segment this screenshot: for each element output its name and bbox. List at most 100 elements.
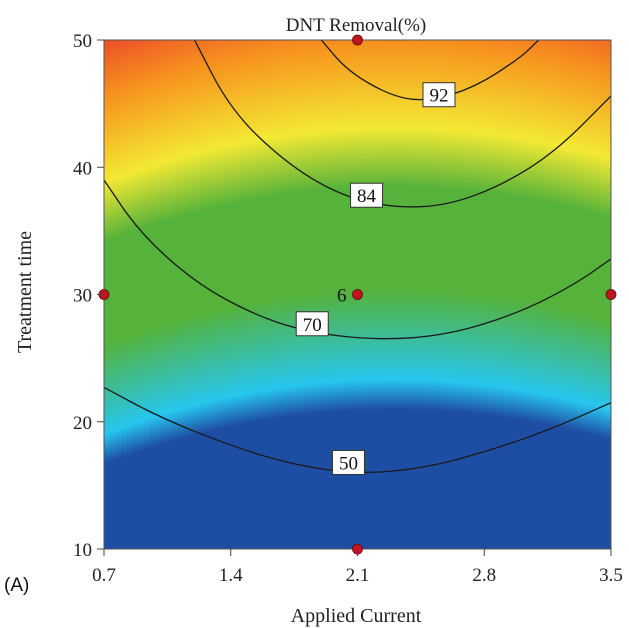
color-strip: [396, 40, 404, 549]
color-strip: [380, 40, 387, 549]
y-tick-label: 20: [73, 413, 92, 434]
contour-line-50: [104, 386, 611, 473]
contour-label-70: 70: [303, 315, 322, 336]
color-strip: [554, 40, 562, 549]
x-tick-label: 2.8: [472, 565, 496, 586]
contour-label-50: 50: [339, 453, 358, 474]
color-strip: [301, 40, 308, 549]
color-strip: [599, 40, 607, 549]
color-strip: [323, 40, 331, 549]
color-strip: [571, 40, 578, 549]
color-strip: [137, 40, 145, 549]
color-strip: [211, 40, 218, 549]
color-strip: [104, 40, 111, 549]
color-strip: [503, 40, 511, 549]
color-strip: [126, 40, 133, 549]
color-strip: [278, 40, 286, 549]
color-strip: [256, 40, 263, 549]
color-strip: [261, 40, 269, 549]
color-strip: [515, 40, 522, 549]
color-strip: [120, 40, 128, 549]
color-strip: [143, 40, 150, 549]
color-strip: [481, 40, 488, 549]
color-strip: [368, 40, 376, 549]
color-strip: [363, 40, 370, 549]
contour-label-box: [331, 449, 365, 475]
color-strip: [194, 40, 201, 549]
color-strip: [165, 40, 173, 549]
color-strip: [205, 40, 212, 549]
color-strip: [577, 40, 584, 549]
design-point: [605, 289, 617, 300]
color-strip: [284, 40, 291, 549]
color-strip: [520, 40, 528, 549]
design-point: [352, 289, 363, 300]
x-tick-label: 1.4: [219, 565, 243, 586]
color-strip: [222, 40, 229, 549]
color-strip: [430, 40, 438, 549]
color-strip: [160, 40, 167, 549]
color-strip: [532, 40, 539, 549]
chart-title: DNT Removal(%): [286, 15, 427, 36]
x-tick-label: 2.1: [346, 565, 370, 586]
x-tick-label: 3.5: [599, 565, 623, 586]
color-strip: [177, 40, 184, 549]
color-strip: [239, 40, 246, 549]
color-strip: [244, 40, 252, 549]
contour-label-box: [295, 311, 329, 337]
contour-label-box: [350, 182, 384, 208]
color-strip: [216, 40, 224, 549]
design-point-label: 6: [337, 286, 347, 307]
color-strip: [346, 40, 353, 549]
color-strip: [543, 40, 550, 549]
color-strip: [250, 40, 257, 549]
color-strip: [537, 40, 545, 549]
color-strip: [171, 40, 179, 549]
color-strip: [470, 40, 477, 549]
color-strip: [374, 40, 381, 549]
color-strip: [329, 40, 336, 549]
color-strip: [402, 40, 409, 549]
y-axis-title: Treatment time: [14, 231, 36, 353]
y-tick-label: 10: [73, 540, 92, 561]
color-strip: [447, 40, 455, 549]
contour-labels: 92 84 70 50: [295, 82, 456, 475]
color-strip: [408, 40, 415, 549]
color-strip: [442, 40, 449, 549]
color-strip: [385, 40, 393, 549]
color-strip: [526, 40, 533, 549]
color-strip: [436, 40, 443, 549]
y-tick-label: 30: [73, 286, 92, 307]
x-axis-title: Applied Current: [291, 605, 422, 627]
color-strip: [588, 40, 595, 549]
color-strip: [132, 40, 139, 549]
color-strip: [318, 40, 325, 549]
contour-line-92: [320, 40, 540, 101]
color-strip: [475, 40, 483, 549]
color-strip: [487, 40, 494, 549]
color-strip: [289, 40, 297, 549]
color-strip: [492, 40, 500, 549]
color-strip: [453, 40, 460, 549]
color-strip: [458, 40, 466, 549]
color-strip: [149, 40, 156, 549]
color-strip: [306, 40, 314, 549]
color-strip: [115, 40, 122, 549]
color-strip: [109, 40, 117, 549]
color-strip: [182, 40, 190, 549]
color-strip: [509, 40, 517, 549]
color-strip: [273, 40, 280, 549]
color-strip: [312, 40, 319, 549]
color-strip: [334, 40, 342, 549]
color-strip: [267, 40, 274, 549]
axes: 0.7 1.4 2.1 2.8 3.5 10 20 30 40 50: [73, 31, 623, 586]
color-strip: [560, 40, 567, 549]
color-strip: [391, 40, 398, 549]
color-strip: [413, 40, 421, 549]
y-tick-label: 40: [73, 158, 92, 179]
color-strip: [582, 40, 590, 549]
color-strip: [233, 40, 240, 549]
color-strip: [498, 40, 505, 549]
color-strip: [425, 40, 432, 549]
color-strip: [199, 40, 207, 549]
